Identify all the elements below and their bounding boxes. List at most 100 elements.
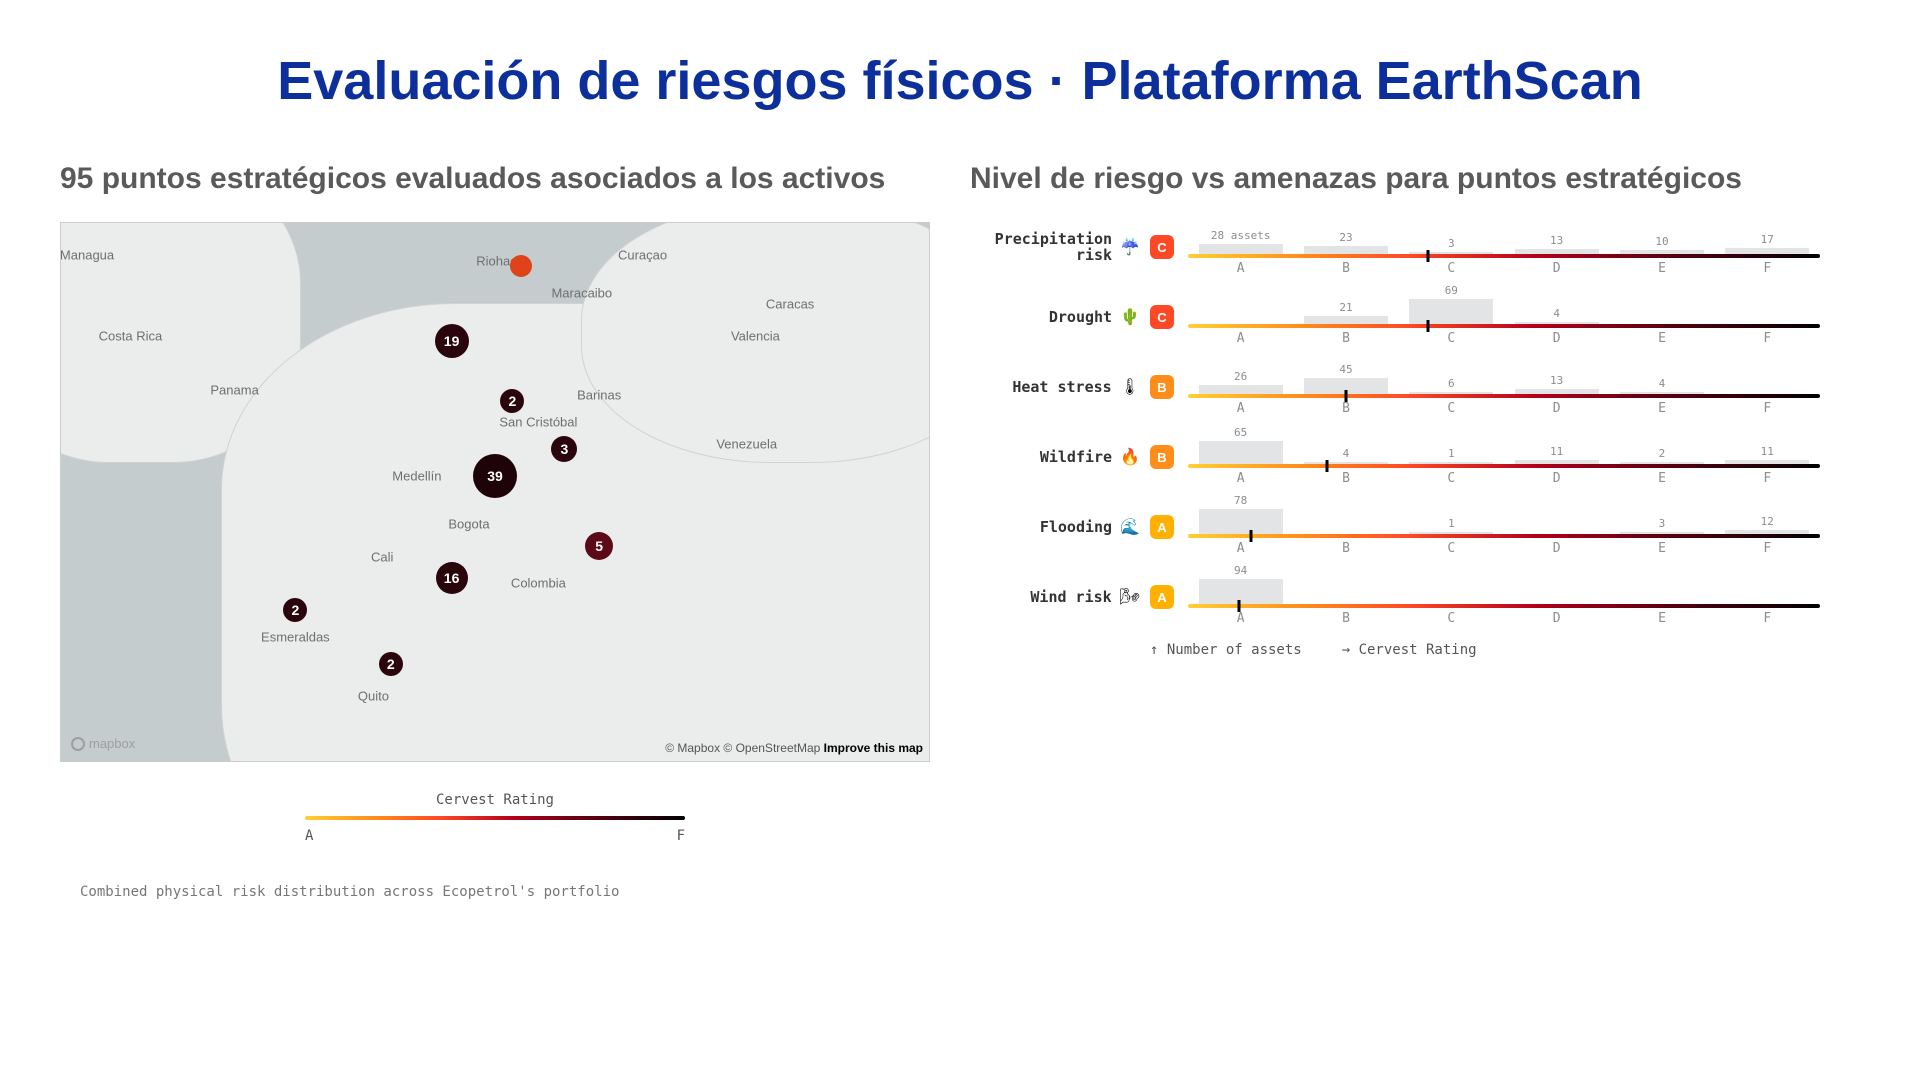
risk-bar [1304, 246, 1388, 254]
risk-row: Precipitation risk☔C28 assets233131017AB… [970, 222, 1820, 272]
risk-label: Flooding [1040, 519, 1112, 536]
risk-bar-value: 13 [1550, 374, 1563, 387]
risk-row: Heat stress🌡B26456134ABCDEF [970, 362, 1820, 412]
risk-tick: A [1188, 611, 1293, 626]
risk-label: Wildfire [1040, 449, 1112, 466]
risk-label: Precipitation risk [970, 231, 1112, 264]
map-cluster[interactable]: 2 [500, 389, 524, 413]
risk-tick: E [1609, 611, 1714, 626]
risk-icon: 🌡 [1120, 377, 1140, 397]
city-label: Esmeraldas [261, 630, 330, 645]
risk-bar [1199, 244, 1283, 254]
risk-tick: A [1188, 401, 1293, 416]
risk-tick: C [1399, 471, 1504, 486]
risk-tick: B [1293, 401, 1398, 416]
risk-tick: D [1504, 471, 1609, 486]
risk-icon: 🌬 [1120, 587, 1140, 607]
risk-tick: F [1715, 611, 1820, 626]
risk-bar [1199, 579, 1283, 604]
city-label: Valencia [731, 328, 780, 343]
risk-bar-value: 12 [1761, 515, 1774, 528]
map-cluster[interactable] [510, 255, 532, 277]
risk-tick: E [1609, 541, 1714, 556]
city-label: Bogota [448, 517, 489, 532]
risk-tick: C [1399, 401, 1504, 416]
risk-bar-value: 10 [1655, 235, 1668, 248]
risk-rating-badge: B [1150, 375, 1174, 399]
risk-row: Wind risk 🌬 A 94ABCDEF [970, 572, 1820, 622]
risk-bar-value: 11 [1761, 445, 1774, 458]
city-label: Medellín [392, 468, 441, 483]
risk-subtitle: Nivel de riesgo vs amenazas para puntos … [970, 162, 1860, 196]
risk-tick: A [1188, 541, 1293, 556]
city-label: Costa Rica [99, 328, 163, 343]
city-label: Cali [371, 549, 393, 564]
risk-bar-value: 45 [1339, 363, 1352, 376]
risk-tick: F [1715, 401, 1820, 416]
risk-tick: C [1399, 611, 1504, 626]
risk-label: Drought [1049, 309, 1112, 326]
risk-tick: C [1399, 331, 1504, 346]
map-cluster[interactable]: 2 [283, 598, 307, 622]
improve-map-link[interactable]: Improve this map [824, 741, 923, 755]
city-label: Barinas [577, 388, 621, 403]
map-cluster[interactable]: 2 [379, 652, 403, 676]
city-label: Managua [60, 248, 114, 263]
risk-rating-badge: B [1150, 445, 1174, 469]
risk-label: Wind risk [1030, 589, 1111, 606]
risk-bar [1304, 316, 1388, 324]
risk-tick: F [1715, 471, 1820, 486]
risk-bar [1409, 299, 1493, 324]
city-label: Panama [210, 382, 258, 397]
risk-mini-chart: 21694ABCDEF [1188, 292, 1820, 342]
risk-bar [1199, 441, 1283, 465]
risk-rating-badge: A [1150, 585, 1174, 609]
map-cluster[interactable]: 3 [551, 436, 577, 462]
map-cluster[interactable]: 39 [473, 454, 517, 498]
risk-tick: A [1188, 331, 1293, 346]
map-cluster[interactable]: 16 [436, 562, 468, 594]
risk-tick: B [1293, 541, 1398, 556]
city-label: Caracas [766, 296, 814, 311]
risk-tick: F [1715, 331, 1820, 346]
risk-bar-value: 4 [1659, 377, 1666, 390]
risk-rating-badge: C [1150, 305, 1174, 329]
risk-tick: E [1609, 331, 1714, 346]
risk-rating-badge: C [1150, 235, 1174, 259]
risk-bar [1199, 509, 1283, 534]
risk-tick: F [1715, 541, 1820, 556]
city-label: Curaçao [618, 248, 667, 263]
risk-mini-chart: 26456134ABCDEF [1188, 362, 1820, 412]
page-title: Evaluación de riesgos físicos · Platafor… [60, 50, 1860, 112]
risk-icon: 🌊 [1120, 517, 1140, 537]
risk-row: Wildfire🔥B654111211ABCDEF [970, 432, 1820, 482]
risk-tick: D [1504, 401, 1609, 416]
risk-map[interactable]: ManaguaCosta RicaPanamaRiohachaMaracaibo… [60, 222, 930, 762]
city-label: San Cristóbal [499, 415, 577, 430]
risk-bar-value: 6 [1448, 377, 1455, 390]
risk-tick: D [1504, 611, 1609, 626]
risk-bar-value: 3 [1659, 517, 1666, 530]
risk-row: Flooding🌊A781312ABCDEF [970, 502, 1820, 552]
risk-legend-foot: ↑ Number of assets→ Cervest Rating [1150, 642, 1860, 658]
risk-bar-value: 23 [1339, 231, 1352, 244]
map-cluster[interactable]: 5 [585, 532, 613, 560]
risk-icon: 🌵 [1120, 307, 1140, 327]
risk-tick: B [1293, 261, 1398, 276]
risk-tick: B [1293, 471, 1398, 486]
risk-bar-value: 26 [1234, 370, 1247, 383]
risk-bar-value: 28 assets [1211, 229, 1271, 242]
map-attribution: © Mapbox © OpenStreetMap Improve this ma… [665, 741, 923, 755]
risk-bar-value: 69 [1445, 284, 1458, 297]
risk-bar-value: 11 [1550, 445, 1563, 458]
mapbox-logo: mapbox [71, 736, 135, 751]
risk-bar-value: 17 [1761, 233, 1774, 246]
risk-tick: B [1293, 611, 1398, 626]
risk-mini-chart: 781312ABCDEF [1188, 502, 1820, 552]
risk-label: Heat stress [1012, 379, 1111, 396]
map-cluster[interactable]: 19 [435, 324, 469, 358]
risk-bar-value: 4 [1553, 307, 1560, 320]
risk-mini-chart: 94ABCDEF [1188, 572, 1820, 622]
risk-tick: A [1188, 261, 1293, 276]
risk-icon: 🔥 [1120, 447, 1140, 467]
